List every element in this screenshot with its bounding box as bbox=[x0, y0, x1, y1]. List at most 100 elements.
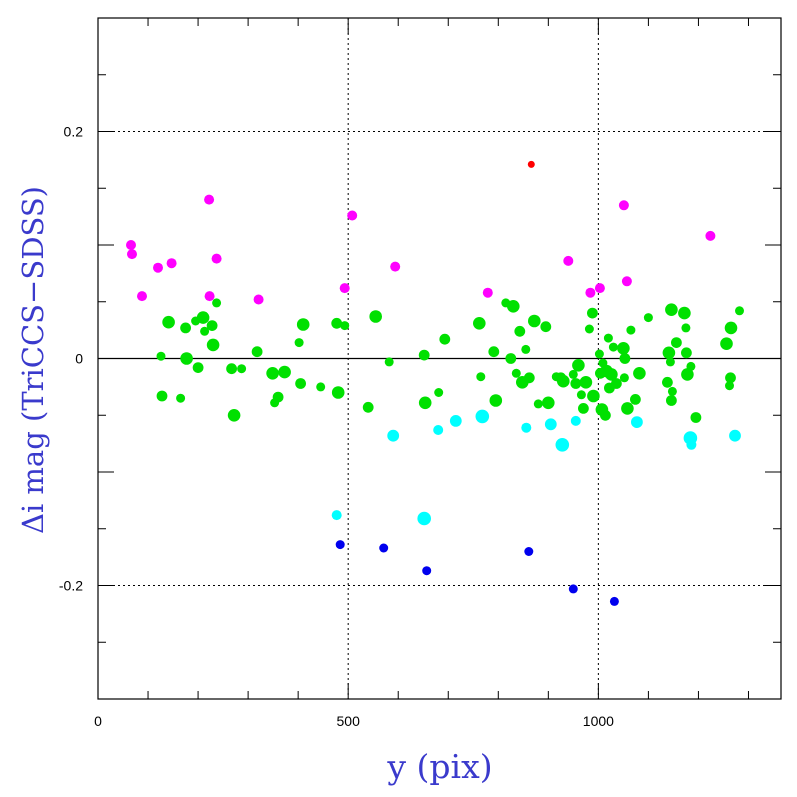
point-green bbox=[621, 402, 634, 415]
point-green bbox=[473, 317, 486, 330]
point-green bbox=[418, 396, 432, 410]
point-green bbox=[681, 323, 691, 333]
x-tick-label: 1000 bbox=[583, 713, 614, 729]
point-green bbox=[523, 372, 535, 384]
data-points bbox=[126, 160, 744, 606]
point-green bbox=[162, 315, 175, 329]
point-green bbox=[176, 393, 186, 403]
point-cyan bbox=[686, 439, 697, 450]
point-green bbox=[369, 310, 383, 323]
point-green bbox=[295, 378, 306, 389]
point-green bbox=[594, 349, 604, 359]
point-cyan bbox=[475, 409, 490, 424]
point-magenta bbox=[594, 283, 605, 294]
point-magenta bbox=[390, 261, 401, 272]
point-cyan bbox=[331, 510, 342, 521]
point-green bbox=[528, 314, 541, 328]
point-green bbox=[557, 374, 570, 388]
point-magenta bbox=[204, 291, 215, 302]
point-green bbox=[576, 390, 586, 400]
point-green bbox=[227, 409, 241, 422]
point-magenta bbox=[127, 249, 137, 260]
point-green bbox=[340, 321, 350, 331]
point-green bbox=[331, 386, 345, 399]
tick-labels: 0 500 1000 0.2 0 -0.2 bbox=[59, 124, 614, 730]
point-green bbox=[156, 390, 168, 402]
point-blue bbox=[568, 584, 578, 594]
point-green bbox=[605, 368, 618, 381]
point-green bbox=[626, 325, 636, 335]
point-green bbox=[294, 338, 304, 348]
point-green bbox=[237, 364, 247, 374]
point-green bbox=[192, 362, 204, 373]
point-green bbox=[690, 412, 702, 423]
point-green bbox=[212, 298, 222, 308]
point-green bbox=[572, 359, 585, 372]
point-green bbox=[331, 317, 343, 329]
point-green bbox=[540, 321, 552, 333]
y-axis-title: Δi mag (TriCCS−SDSS) bbox=[16, 186, 50, 534]
point-blue bbox=[524, 547, 534, 556]
axis-ticks bbox=[98, 18, 781, 699]
x-axis-title: y (pix) bbox=[386, 747, 492, 786]
point-magenta bbox=[153, 262, 163, 273]
point-magenta bbox=[482, 287, 493, 298]
point-green bbox=[720, 337, 733, 351]
point-green bbox=[514, 325, 526, 337]
point-green bbox=[735, 306, 744, 316]
point-cyan bbox=[729, 429, 741, 442]
point-magenta bbox=[211, 253, 222, 264]
point-green bbox=[316, 382, 326, 392]
point-green bbox=[578, 403, 589, 414]
point-green bbox=[384, 357, 394, 367]
point-green bbox=[266, 367, 279, 380]
point-green bbox=[686, 361, 696, 371]
y-tick-label: -0.2 bbox=[59, 578, 83, 594]
point-green bbox=[678, 306, 691, 320]
point-magenta bbox=[137, 291, 147, 302]
point-magenta bbox=[204, 194, 215, 205]
point-green bbox=[489, 394, 503, 407]
point-cyan bbox=[570, 415, 581, 426]
point-green bbox=[507, 300, 520, 313]
point-magenta bbox=[618, 200, 629, 211]
point-magenta bbox=[126, 240, 136, 250]
point-cyan bbox=[555, 438, 570, 452]
point-green bbox=[568, 369, 578, 379]
point-green bbox=[251, 346, 263, 358]
point-cyan bbox=[544, 418, 557, 431]
point-green bbox=[278, 365, 291, 379]
point-green bbox=[681, 368, 694, 381]
point-green bbox=[662, 376, 673, 388]
point-magenta bbox=[347, 210, 358, 221]
point-green bbox=[619, 373, 629, 383]
point-green bbox=[579, 376, 593, 389]
point-green bbox=[206, 320, 218, 331]
point-green bbox=[665, 303, 678, 317]
point-green bbox=[533, 399, 543, 409]
point-green bbox=[511, 368, 521, 378]
point-green bbox=[196, 311, 210, 324]
point-green bbox=[643, 313, 653, 323]
point-magenta bbox=[705, 230, 716, 241]
point-green bbox=[476, 372, 486, 382]
point-green bbox=[200, 326, 210, 336]
point-green bbox=[542, 396, 555, 410]
point-cyan bbox=[417, 511, 432, 526]
point-green bbox=[272, 391, 284, 403]
point-magenta bbox=[166, 258, 177, 269]
point-green bbox=[439, 333, 451, 345]
point-green bbox=[600, 409, 611, 421]
point-magenta bbox=[621, 276, 632, 287]
point-green bbox=[665, 357, 675, 367]
point-green bbox=[156, 351, 166, 361]
point-green bbox=[434, 388, 444, 397]
point-red bbox=[527, 160, 535, 168]
point-green bbox=[505, 353, 517, 364]
point-cyan bbox=[387, 429, 400, 442]
point-cyan bbox=[433, 425, 444, 435]
point-green bbox=[206, 338, 220, 352]
point-green bbox=[521, 344, 531, 354]
point-green bbox=[617, 342, 630, 355]
y-tick-label: 0.2 bbox=[64, 124, 84, 140]
